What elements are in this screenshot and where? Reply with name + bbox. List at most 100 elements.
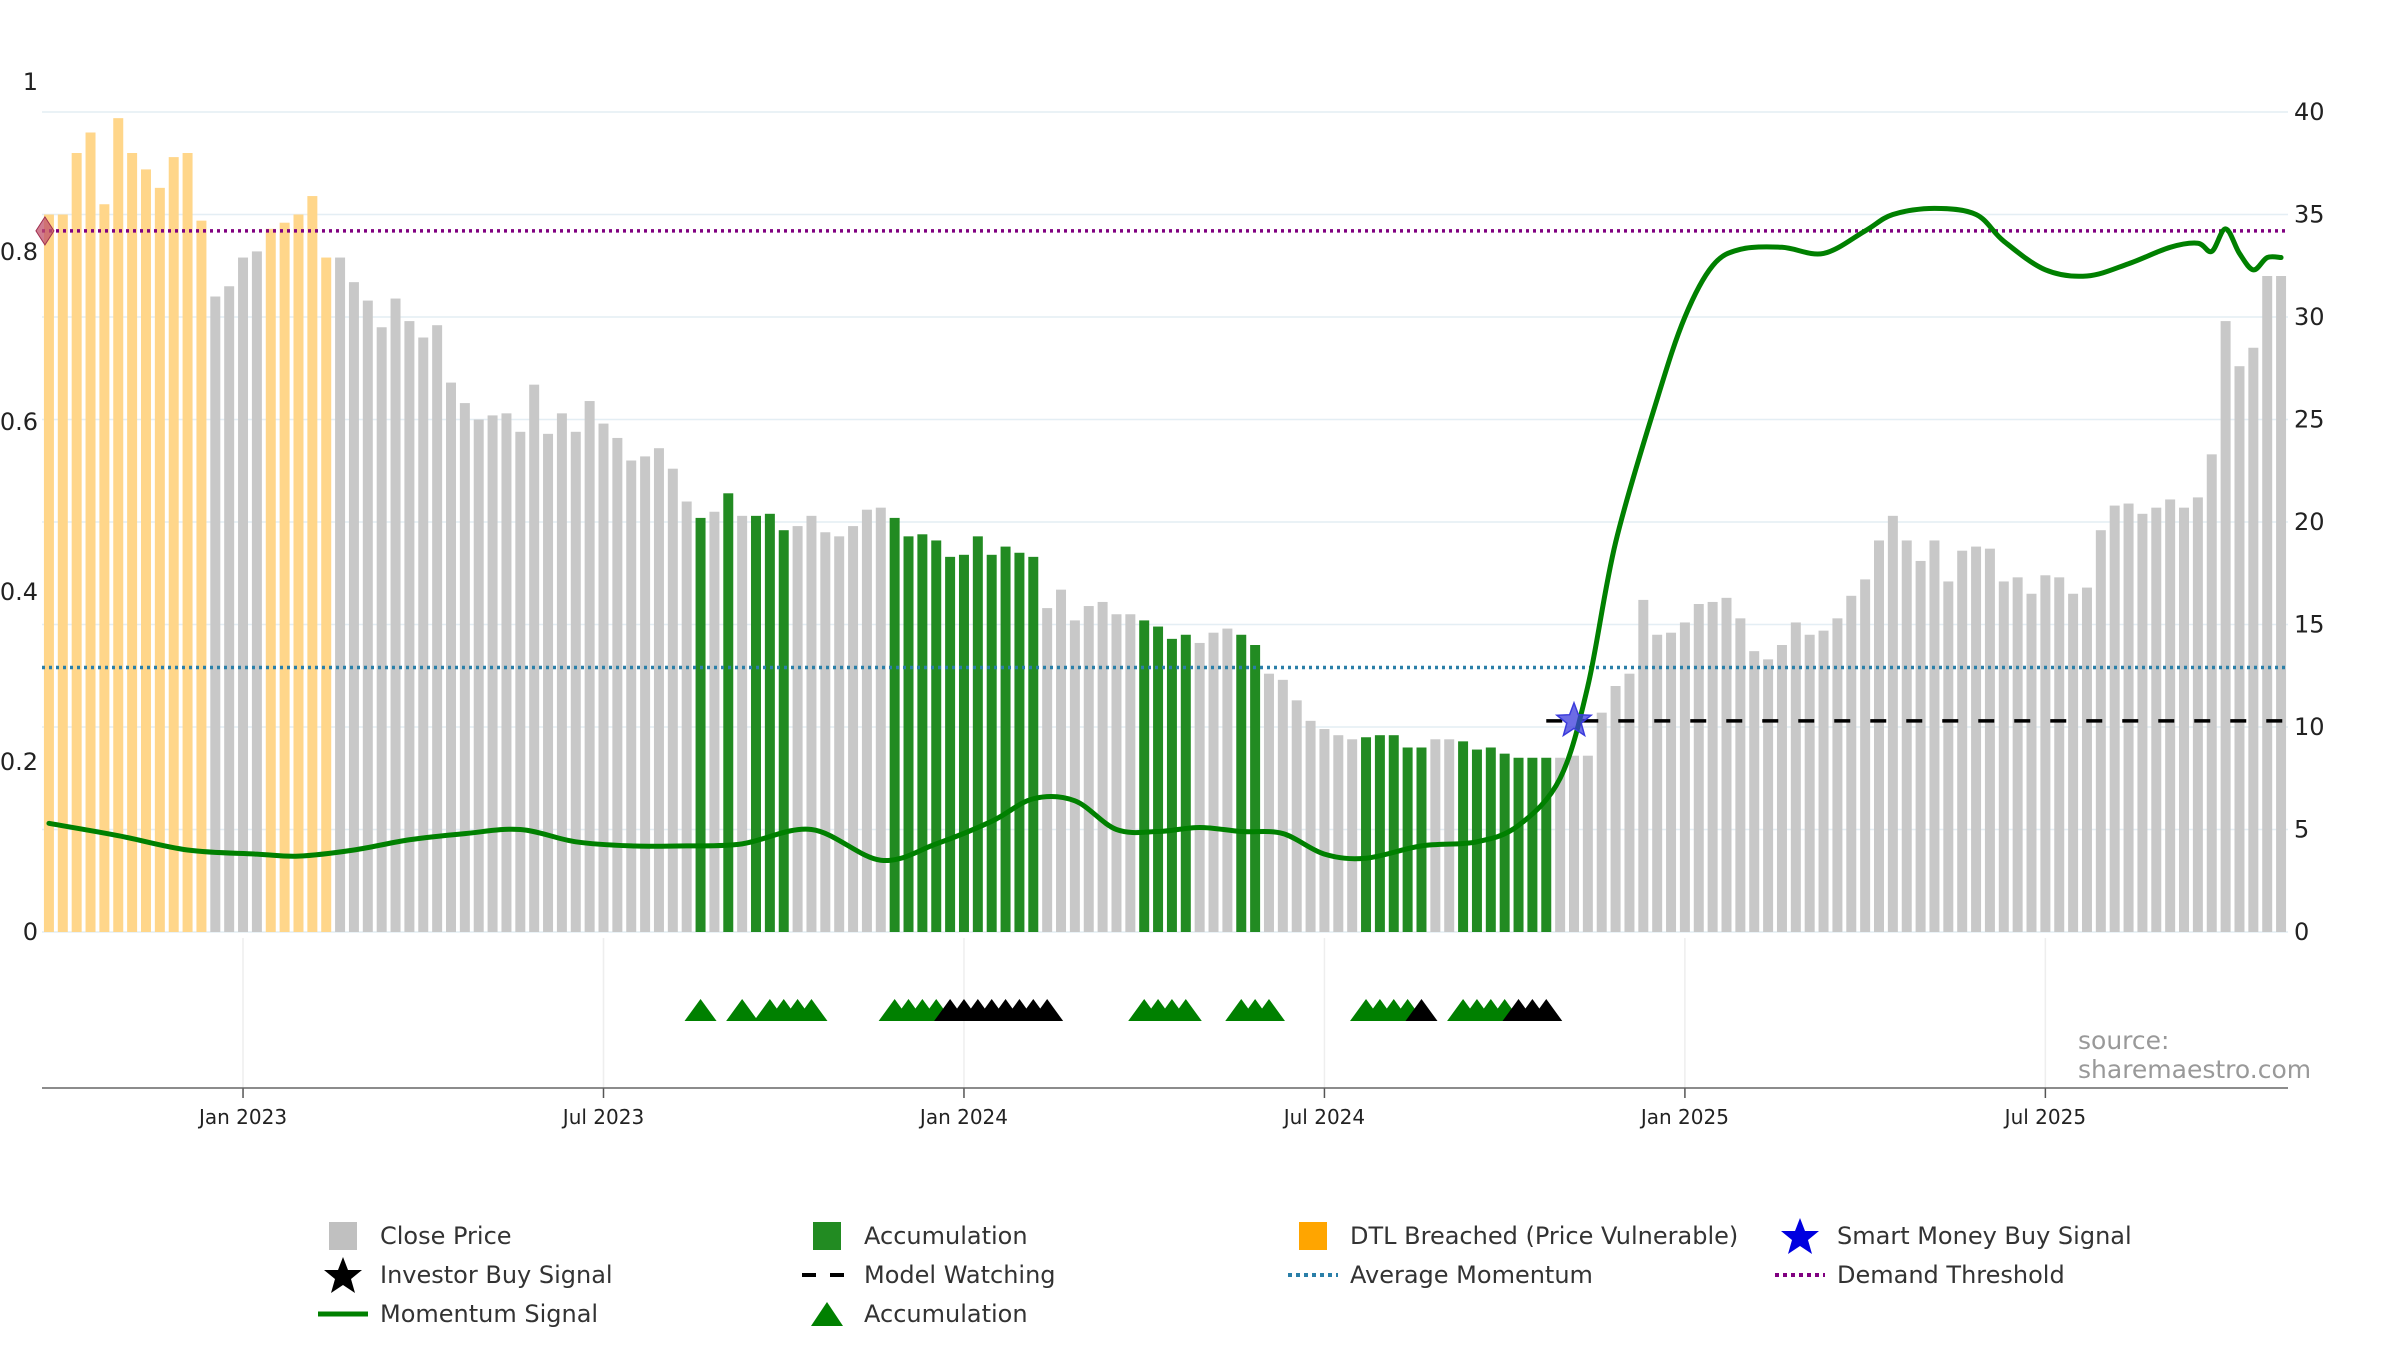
close-price-bar: [473, 419, 484, 932]
accumulation-bar: [1166, 638, 1177, 932]
close-price-bar: [1222, 628, 1233, 932]
close-price-bar: [1666, 632, 1677, 932]
close-price-bar: [1444, 739, 1455, 932]
close-price-bar: [1194, 642, 1205, 932]
close-price-bar: [2276, 276, 2287, 932]
accumulation-bar: [1000, 546, 1011, 932]
close-price-bar: [418, 337, 429, 932]
accumulation-bar: [917, 534, 928, 932]
dtl-breached-bar: [321, 257, 332, 932]
dtl-breached-bar: [85, 132, 96, 932]
close-price-bar: [570, 431, 581, 932]
close-price-bar: [2151, 507, 2162, 932]
close-price-bar: [1582, 755, 1593, 932]
close-price-bar: [224, 286, 235, 932]
close-price-bar: [2192, 497, 2203, 932]
close-price-bar: [1555, 757, 1566, 932]
close-price-bar: [1069, 620, 1080, 932]
close-price-bar: [1125, 614, 1136, 932]
axes: Jan 2023 Jul 2023 Jan 2024 Jul 2024 Jan 2025…: [0, 68, 2325, 1129]
close-price-bar: [2095, 530, 2106, 932]
close-price-bar: [210, 296, 221, 932]
accumulation-bar: [1458, 741, 1469, 932]
accumulation-bar: [931, 540, 942, 932]
close-price-bar: [529, 384, 540, 932]
accumulation-bar: [986, 554, 997, 932]
accumulation-bar: [695, 517, 706, 932]
signal-markers: [35, 215, 1594, 1021]
close-price-bar: [1624, 673, 1635, 932]
dtl-breached-bar: [154, 187, 165, 933]
close-price-bar: [2220, 321, 2231, 933]
close-price-bar: [1776, 645, 1787, 932]
close-price-bar: [626, 460, 637, 932]
close-price-bar: [1277, 679, 1288, 932]
close-price-bar: [348, 282, 359, 932]
dtl-breached-bar: [279, 222, 290, 932]
close-price-bar: [1790, 622, 1801, 932]
close-price-bar: [2012, 577, 2023, 932]
accumulation-triangle: [726, 999, 759, 1021]
accumulation-bar: [1499, 753, 1510, 932]
accumulation-bar: [1416, 747, 1427, 932]
close-price-bar: [1984, 548, 1995, 932]
dtl-breached-bar: [265, 228, 276, 933]
close-price-bar: [376, 327, 387, 932]
close-price-bar: [681, 501, 692, 932]
accumulation-bar: [1527, 757, 1538, 932]
close-price-bar: [1721, 597, 1732, 932]
accumulation-bar: [972, 536, 983, 932]
accumulation-bar: [1513, 757, 1524, 932]
accumulation-bar: [751, 515, 761, 932]
y-right-tick-label: 35: [2294, 201, 2325, 229]
accumulation-bar: [1014, 552, 1025, 932]
y-right-tick-label: 0: [2294, 918, 2309, 946]
close-price-bar: [1319, 729, 1330, 932]
close-price-bar: [432, 325, 443, 932]
y-left-tick-label: 1: [23, 68, 38, 96]
close-price-bar: [1208, 632, 1219, 932]
close-price-bar: [1832, 618, 1843, 932]
close-price-bar: [1610, 686, 1621, 932]
close-price-bar: [2040, 575, 2051, 932]
x-tick-label: Jul 2023: [561, 1105, 644, 1129]
x-tick-label: Jul 2025: [2003, 1105, 2086, 1129]
close-price-bar: [737, 515, 748, 932]
accumulation-bar: [1180, 634, 1191, 932]
accumulation-bar: [1250, 645, 1261, 932]
close-price-bar: [653, 448, 664, 932]
accumulation-bar: [1402, 747, 1413, 932]
close-price-bar: [875, 507, 886, 932]
close-price-bar: [446, 382, 456, 933]
x-tick-label: Jan 2025: [1639, 1105, 1729, 1129]
close-price-bar: [1263, 673, 1274, 932]
y-left-tick-label: 0.8: [0, 238, 38, 266]
dtl-breached-bar: [168, 157, 179, 933]
dtl-breached-bar: [57, 214, 68, 932]
close-price-bar: [1763, 659, 1774, 932]
close-price-bar: [792, 526, 803, 932]
y-right-tick-label: 5: [2294, 816, 2309, 844]
close-price-bar: [1430, 739, 1441, 932]
accumulation-bar: [1153, 626, 1164, 932]
close-price-bar: [640, 456, 651, 932]
investor-buy-triangle: [1031, 999, 1064, 1021]
close-price-bar: [2234, 366, 2245, 932]
close-price-bar: [390, 298, 401, 932]
close-price-bar: [1957, 550, 1968, 932]
accumulation-bar: [1374, 735, 1385, 932]
accumulation-triangle: [1169, 999, 1202, 1021]
close-price-bar: [1971, 546, 1982, 932]
close-price-bar: [2026, 593, 2037, 932]
accumulation-bar: [723, 493, 734, 932]
y-left-tick-label: 0.6: [0, 408, 38, 436]
x-tick-label: Jul 2024: [1282, 1105, 1365, 1129]
accumulation-bar: [778, 530, 789, 932]
accumulation-bar: [1541, 757, 1552, 932]
investor-buy-triangle: [1405, 999, 1438, 1021]
close-price-bar: [1915, 560, 1926, 932]
y-right-tick-label: 40: [2294, 98, 2325, 126]
y-left-tick-label: 0.2: [0, 748, 38, 776]
close-price-bar: [806, 515, 817, 932]
